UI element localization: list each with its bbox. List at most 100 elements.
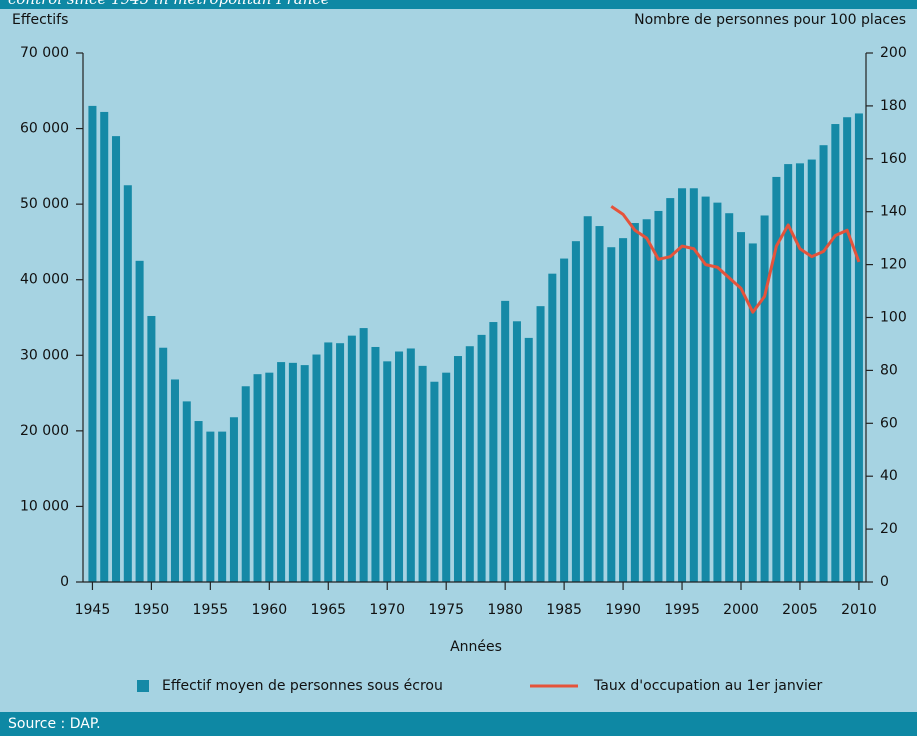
- bar: [347, 335, 356, 582]
- bar: [312, 354, 321, 582]
- y2-axis-label: Nombre de personnes pour 100 places: [634, 12, 906, 28]
- x-tick-label: 1985: [546, 602, 582, 618]
- bar: [206, 431, 215, 582]
- bar: [300, 365, 309, 582]
- bar: [383, 361, 392, 582]
- bar: [571, 241, 580, 582]
- y2-tick-label: 200: [880, 45, 907, 61]
- bar: [524, 337, 533, 582]
- y2-tick-label: 160: [880, 151, 907, 167]
- legend-label: Taux d'occupation au 1er janvier: [593, 678, 822, 694]
- bar: [465, 346, 474, 582]
- y2-tick-label: 60: [880, 415, 898, 431]
- bar: [194, 421, 203, 582]
- y2-tick-label: 40: [880, 468, 898, 484]
- bar: [607, 247, 616, 582]
- x-tick-label: 2005: [782, 602, 818, 618]
- y2-tick-label: 140: [880, 204, 907, 220]
- bar: [654, 210, 663, 583]
- bar: [265, 372, 274, 582]
- x-tick-label: 1955: [193, 602, 229, 618]
- bar: [713, 202, 722, 583]
- bar: [182, 401, 191, 582]
- x-tick-label: 2000: [723, 602, 759, 618]
- bar: [795, 163, 804, 582]
- y-tick-label: 50 000: [20, 196, 69, 212]
- y-tick-label: 40 000: [20, 272, 69, 288]
- y2-tick-label: 180: [880, 98, 907, 114]
- bar: [442, 372, 451, 582]
- bar: [359, 328, 368, 582]
- bar: [229, 417, 238, 582]
- bar: [560, 258, 569, 582]
- y2-tick-label: 120: [880, 257, 907, 273]
- bar: [807, 159, 816, 582]
- bar: [583, 216, 592, 582]
- bar: [595, 226, 604, 582]
- bar: [253, 374, 262, 582]
- bar: [170, 379, 179, 582]
- bar: [324, 342, 333, 582]
- bar: [453, 356, 463, 582]
- x-tick-label: 1990: [605, 602, 641, 618]
- bar: [147, 315, 156, 582]
- bar: [100, 111, 109, 583]
- x-tick-label: 1950: [134, 602, 170, 618]
- bar: [112, 136, 121, 582]
- bar: [819, 145, 828, 582]
- y2-tick-label: 20: [880, 521, 898, 537]
- bar: [536, 306, 545, 582]
- bar: [159, 347, 168, 582]
- y2-tick-label: 0: [880, 574, 889, 590]
- x-tick-label: 1960: [251, 602, 287, 618]
- bar: [288, 362, 297, 582]
- bar: [736, 232, 746, 582]
- bar: [489, 322, 498, 582]
- bar: [843, 117, 852, 582]
- line: [610, 205, 861, 314]
- bar: [760, 215, 769, 582]
- bar: [642, 219, 651, 582]
- bar: [501, 300, 510, 582]
- x-axis-label: Années: [450, 639, 502, 655]
- bar: [772, 176, 781, 583]
- x-tick-label: 1975: [428, 602, 464, 618]
- bar: [218, 431, 227, 582]
- bar: [512, 321, 521, 582]
- y-tick-label: 10 000: [20, 498, 69, 514]
- title-band: [0, 0, 917, 9]
- y-tick-label: 70 000: [20, 45, 69, 61]
- bar: [241, 386, 250, 582]
- y-axis-label: Effectifs: [12, 12, 68, 28]
- bar: [701, 196, 710, 583]
- legend-label: Effectif moyen de personnes sous écrou: [162, 678, 443, 694]
- source: Source : DAP.: [8, 716, 101, 732]
- bar: [666, 198, 675, 582]
- y2-tick-label: 80: [880, 362, 898, 378]
- y-tick-label: 0: [60, 574, 69, 590]
- bar: [784, 164, 793, 582]
- y-tick-label: 30 000: [20, 347, 69, 363]
- bar: [395, 351, 404, 582]
- y2-tick-label: 100: [880, 310, 907, 326]
- x-tick-label: 1980: [487, 602, 523, 618]
- x-tick-label: 2010: [841, 602, 877, 618]
- bar: [371, 346, 380, 582]
- y-tick-label: 60 000: [20, 121, 69, 137]
- x-tick-label: 1970: [369, 602, 405, 618]
- bar: [619, 238, 628, 582]
- bar: [548, 273, 557, 582]
- bar: [135, 260, 144, 582]
- x-tick-label: 1995: [664, 602, 700, 618]
- bar: [748, 243, 757, 582]
- source-band: [0, 712, 917, 736]
- bar: [678, 188, 687, 582]
- bar: [336, 343, 345, 582]
- y-tick-label: 20 000: [20, 423, 69, 439]
- bar: [689, 188, 698, 582]
- bar: [831, 124, 840, 582]
- bar: [123, 185, 132, 582]
- bar: [854, 113, 863, 582]
- x-tick-label: 1945: [75, 602, 111, 618]
